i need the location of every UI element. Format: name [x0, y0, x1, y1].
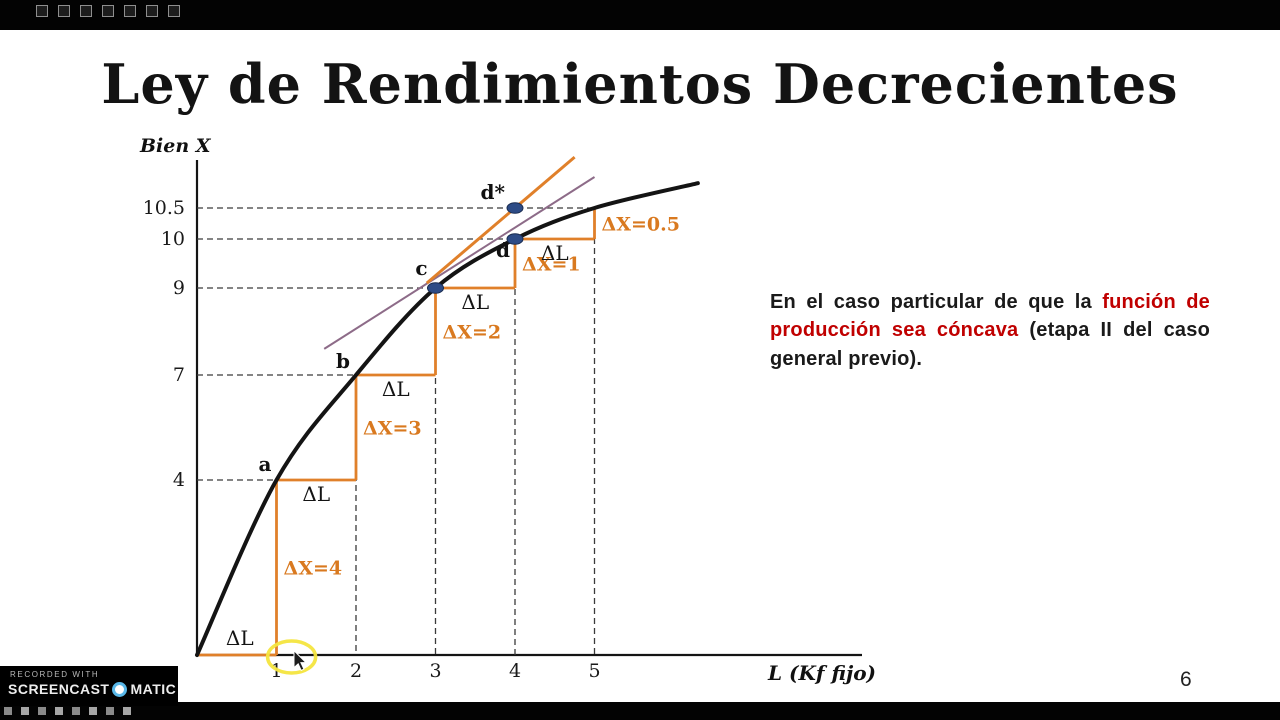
- y-axis-label: Bien X: [139, 135, 212, 157]
- curve-points: a b c d d*: [259, 180, 524, 476]
- recording-toolbar-icons: [36, 5, 180, 17]
- secant-through-c-and-d: [323, 176, 596, 350]
- video-letterbox-bottom: [0, 702, 1280, 720]
- x-tick-label: 4: [509, 660, 521, 682]
- player-icon-strip: [4, 707, 131, 715]
- mouse-cursor: [293, 649, 308, 672]
- step-label: ΔX=3: [363, 418, 422, 440]
- x-axis-label: L (Kf fijo): [767, 661, 876, 685]
- watermark-recorded-with: RECORDED WITH: [10, 670, 100, 679]
- y-tick-label: 10.5: [143, 197, 185, 219]
- point-dot: [506, 202, 524, 214]
- strip-icon: [72, 707, 80, 715]
- toolbar-icon: [102, 5, 114, 17]
- production-curve: [195, 181, 700, 657]
- step-label: ΔL: [302, 482, 330, 506]
- screencast-o-matic-logo-icon: [112, 681, 128, 697]
- step-label: ΔL: [541, 241, 569, 265]
- point-label: b: [336, 349, 350, 373]
- step-label: ΔX=4: [284, 558, 343, 580]
- video-letterbox-top: [0, 0, 1280, 30]
- toolbar-icon: [36, 5, 48, 17]
- strip-icon: [38, 707, 46, 715]
- point-label: a: [259, 452, 272, 476]
- toolbar-icon: [124, 5, 136, 17]
- annotation-segment: (etapa II del caso general previo).: [770, 319, 1210, 370]
- watermark-brand-matic: MATIC: [130, 681, 177, 697]
- point-dot: [506, 233, 524, 245]
- dashed-gridlines: [197, 207, 596, 655]
- toolbar-icon: [80, 5, 92, 17]
- step-label: ΔX=0.5: [602, 214, 680, 236]
- toolbar-icon: [58, 5, 70, 17]
- point-label: c: [415, 256, 427, 280]
- watermark-brand: SCREENCAST MATIC: [8, 681, 178, 697]
- slide-title: Ley de Rendimientos Decrecientes: [101, 52, 1179, 116]
- annotation-segment: En el caso particular de que la: [770, 291, 1103, 313]
- strip-icon: [21, 707, 29, 715]
- step-label: ΔL: [382, 377, 410, 401]
- strip-icon: [4, 707, 12, 715]
- x-tick-label: 5: [588, 660, 600, 682]
- tangent-lines: [323, 156, 596, 350]
- highlight-circle: [265, 639, 318, 675]
- toolbar-icon: [146, 5, 158, 17]
- y-tick-label: 4: [173, 469, 185, 491]
- strip-icon: [106, 707, 114, 715]
- step-label: ΔL: [226, 626, 254, 650]
- x-tick-label: 3: [429, 660, 441, 682]
- tangent-at-d-star: [425, 156, 576, 285]
- annotation-segment: función de producción sea cóncava: [770, 291, 1210, 342]
- screencast-o-matic-watermark: RECORDED WITH SCREENCAST MATIC: [0, 666, 178, 706]
- point-label: d: [496, 238, 510, 262]
- x-tick-label: 2: [350, 660, 362, 682]
- strip-icon: [55, 707, 63, 715]
- toolbar-icon: [168, 5, 180, 17]
- axes: [195, 160, 862, 657]
- annotation-text: En el caso particular de que la función …: [770, 288, 1210, 373]
- point-label: d*: [481, 180, 506, 204]
- y-tick-label: 9: [173, 277, 185, 299]
- step-label: ΔX=2: [443, 322, 502, 344]
- slide-canvas: [0, 30, 1280, 702]
- y-tick-label: 7: [173, 364, 185, 386]
- y-tick-label: 10: [161, 228, 185, 250]
- point-dot: [427, 282, 444, 294]
- step-label: ΔL: [461, 290, 489, 314]
- page-number: 6: [1180, 668, 1192, 691]
- strip-icon: [89, 707, 97, 715]
- strip-icon: [123, 707, 131, 715]
- step-label: ΔX=1: [522, 254, 581, 276]
- watermark-brand-screencast: SCREENCAST: [8, 681, 110, 697]
